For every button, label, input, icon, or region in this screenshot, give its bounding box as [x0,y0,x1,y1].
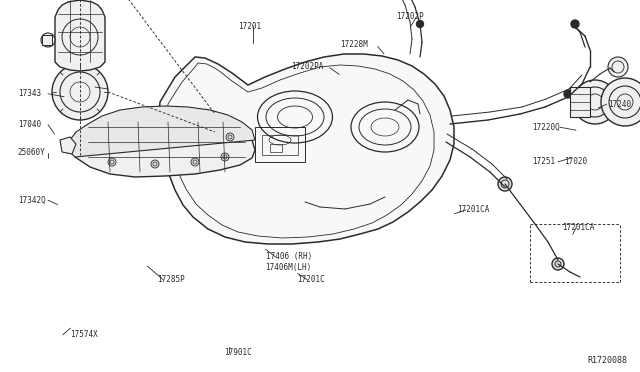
Circle shape [191,158,199,166]
Text: 17201C: 17201C [298,275,325,284]
Polygon shape [72,116,255,177]
Bar [42,35,52,45]
Text: 17342Q: 17342Q [18,196,45,205]
Circle shape [52,64,108,120]
Text: 17201: 17201 [238,22,261,31]
Text: 17040: 17040 [18,120,41,129]
Bar [262,135,298,155]
Circle shape [498,177,512,191]
Circle shape [608,57,628,77]
Polygon shape [158,54,454,244]
Text: 25060Y: 25060Y [18,148,45,157]
Text: 17901C: 17901C [224,348,252,357]
Polygon shape [68,106,255,157]
Text: 17202P: 17202P [396,12,424,21]
Text: 17240: 17240 [608,100,631,109]
Circle shape [417,20,424,28]
Circle shape [41,33,55,47]
Text: 17285P: 17285P [157,275,184,284]
Text: 17406M(LH): 17406M(LH) [266,263,312,272]
Text: 17201CA: 17201CA [562,223,595,232]
Circle shape [108,158,116,166]
Text: 17343: 17343 [18,89,41,98]
Text: 17574X: 17574X [70,330,98,339]
Text: 17201CA: 17201CA [458,205,490,214]
Polygon shape [55,0,105,71]
Text: 17202PA: 17202PA [291,62,323,71]
Circle shape [601,78,640,126]
Text: 17251: 17251 [532,157,556,166]
Bar [570,87,590,117]
Text: 17228M: 17228M [340,40,368,49]
Circle shape [226,133,234,141]
Text: 17220Q: 17220Q [532,123,560,132]
Circle shape [552,258,564,270]
Circle shape [221,153,229,161]
Polygon shape [60,137,76,154]
Circle shape [151,160,159,168]
Bar [270,144,282,152]
Bar [255,127,305,162]
Circle shape [564,90,572,98]
Circle shape [573,80,617,124]
Text: 17020: 17020 [564,157,588,166]
Circle shape [571,20,579,28]
Text: R1720088: R1720088 [588,356,627,365]
Text: 17406 (RH): 17406 (RH) [266,252,312,261]
